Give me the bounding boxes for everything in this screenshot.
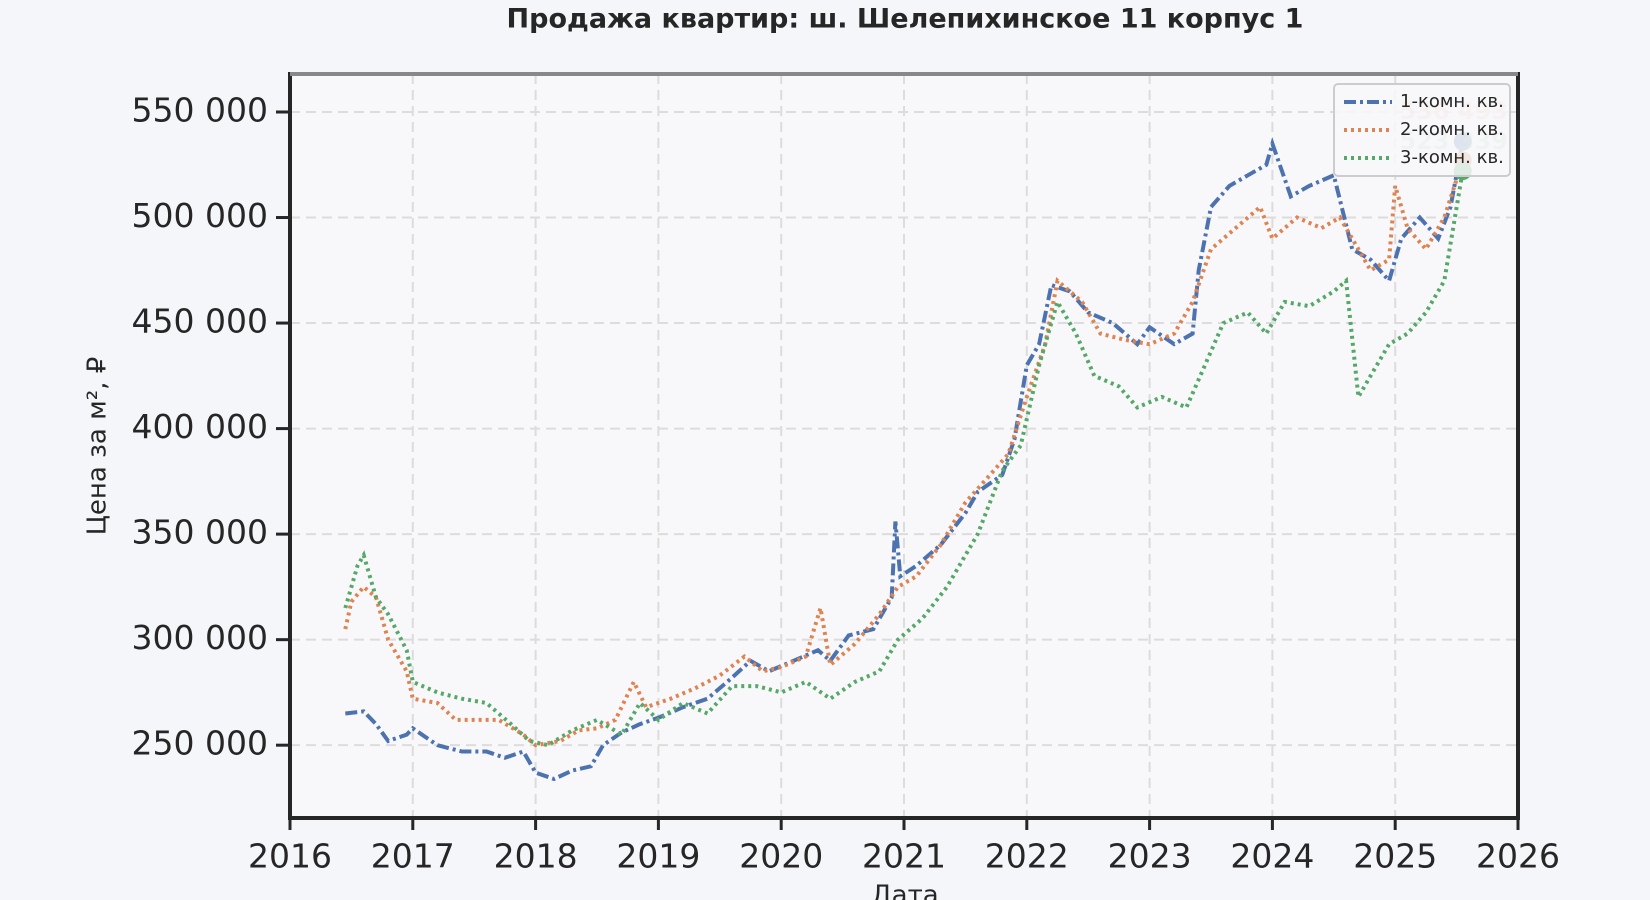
x-axis-label: Дата	[871, 881, 938, 900]
y-axis-label: Цена за м², ₽	[83, 357, 113, 536]
legend-label: 3-комн. кв.	[1400, 147, 1504, 168]
y-tick-label: 550 000	[132, 90, 268, 129]
y-tick-label: 500 000	[132, 196, 268, 235]
x-tick-label: 2016	[248, 837, 332, 876]
legend-box	[1333, 83, 1511, 177]
x-tick-label: 2017	[371, 837, 455, 876]
x-tick-label: 2026	[1476, 837, 1560, 876]
y-tick-label: 450 000	[132, 302, 268, 341]
x-tick-label: 2022	[985, 837, 1069, 876]
legend-label: 2-комн. кв.	[1400, 119, 1504, 140]
x-tick-label: 2021	[862, 837, 946, 876]
legend: 1-комн. кв. 2-комн. кв. 3-комн. кв.	[1333, 83, 1511, 177]
x-tick-label: 2019	[616, 837, 700, 876]
series-line	[343, 170, 1465, 748]
legend-label: 1-комн. кв.	[1400, 91, 1504, 112]
x-tick-label: 2023	[1108, 837, 1192, 876]
x-tick-label: 2024	[1230, 837, 1314, 876]
x-tick-label: 2020	[739, 837, 823, 876]
x-tick-label: 2025	[1353, 837, 1437, 876]
chart-title: Продажа квартир: ш. Шелепихинское 11 кор…	[507, 4, 1304, 35]
y-tick-label: 350 000	[132, 513, 268, 552]
series-line	[343, 159, 1465, 748]
y-tick-label: 300 000	[132, 618, 268, 657]
y-tick-label: 250 000	[132, 724, 268, 763]
y-tick-label: 400 000	[132, 407, 268, 446]
x-tick-label: 2018	[494, 837, 578, 876]
